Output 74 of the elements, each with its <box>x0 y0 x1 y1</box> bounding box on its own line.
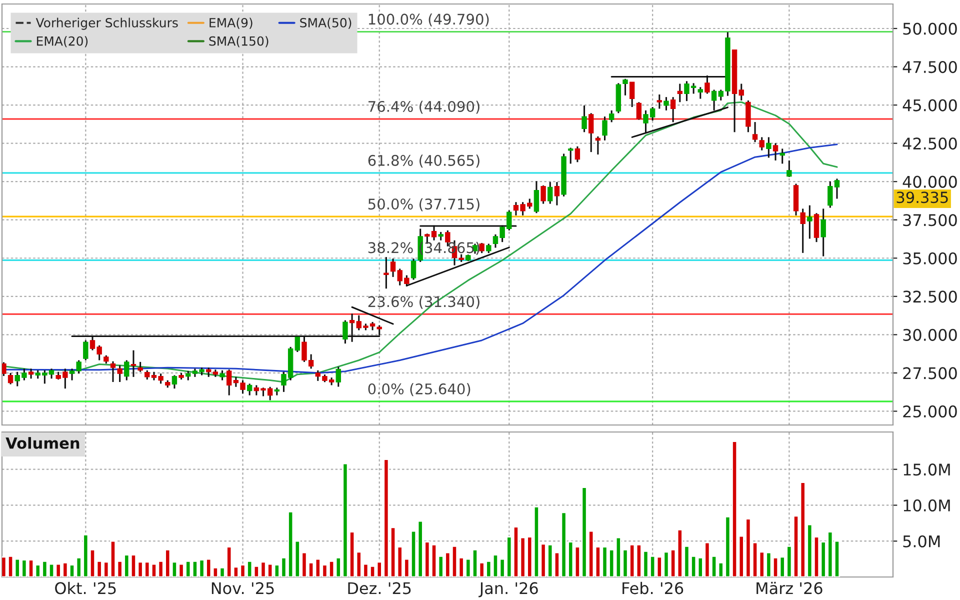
candlestick <box>786 160 792 178</box>
candlestick <box>698 86 703 100</box>
candlestick <box>608 110 614 123</box>
y-tick-label: 30.000 <box>903 328 957 341</box>
x-tick-label: Dez. '25 <box>348 582 411 594</box>
candlestick <box>582 104 587 133</box>
legend-label: SMA(150) <box>209 36 268 48</box>
candlestick <box>588 112 594 153</box>
candlestick <box>820 208 826 258</box>
legend-label: SMA(50) <box>300 18 352 29</box>
x-tick-label: Feb. '26 <box>622 582 684 594</box>
candlestick <box>479 242 484 254</box>
candlestick <box>384 256 389 290</box>
candlestick <box>636 101 642 120</box>
candlestick <box>766 136 772 158</box>
candlestick <box>759 136 764 152</box>
x-tick-label: Okt. '25 <box>55 582 116 594</box>
candlestick <box>83 340 88 362</box>
candlestick <box>540 184 546 205</box>
x-tick-label: März '26 <box>756 582 822 594</box>
y-tick-label: 45.000 <box>902 99 957 112</box>
x-tick-label: Jan. '26 <box>478 582 538 598</box>
y-tick-label: 42.500 <box>902 138 957 150</box>
candlestick <box>814 212 820 243</box>
chart-title: Volumen <box>6 437 80 449</box>
ref-line-label: 76.4% (44.090) <box>368 100 480 114</box>
candlestick <box>28 368 34 380</box>
y-tick-label: 15.0M <box>904 464 950 476</box>
candlestick <box>664 96 669 112</box>
candlestick <box>574 146 580 163</box>
candlestick <box>117 364 122 383</box>
candlestick <box>2 361 6 377</box>
candlestick <box>336 366 341 388</box>
y-tick-label: 40.000 <box>902 176 957 188</box>
candlestick <box>772 142 778 162</box>
y-tick-label: 32.500 <box>903 290 957 303</box>
candlestick <box>8 372 14 386</box>
ref-line-label: 0.0% (25.640) <box>368 383 470 396</box>
legend-label: EMA(9) <box>210 18 252 29</box>
text: 39.335 <box>896 192 948 204</box>
candlestick <box>534 180 540 214</box>
candlestick <box>629 81 635 108</box>
candlestick <box>752 121 758 143</box>
ref-line-label: 61.8% (40.565) <box>368 154 480 168</box>
y-tick-label: 47.500 <box>902 60 957 74</box>
candlestick <box>246 382 252 396</box>
candlestick <box>800 208 806 254</box>
legend-label: Vorheriger Schlusskurs <box>36 18 178 30</box>
ref-line-label: 100.0% (49.790) <box>368 13 489 26</box>
y-tick-label: 10.0M <box>904 499 950 512</box>
legend-label: EMA(20) <box>36 36 88 48</box>
y-tick-label: 5.0M <box>903 535 940 548</box>
candlestick <box>780 148 785 164</box>
y-tick-label: 27.500 <box>903 367 957 380</box>
y-tick-label: 35.000 <box>903 252 957 264</box>
candlestick <box>568 146 574 164</box>
candlestick <box>220 370 225 382</box>
y-tick-label: 37.500 <box>903 214 957 226</box>
candlestick <box>656 94 662 110</box>
candlestick <box>554 181 560 206</box>
ref-line-label: 50.0% (37.715) <box>368 198 480 212</box>
candlestick <box>172 374 178 390</box>
candlestick <box>410 258 416 280</box>
candlestick <box>602 116 608 142</box>
candlestick <box>124 359 130 382</box>
y-tick-label: 25.000 <box>903 405 957 418</box>
candlestick <box>138 361 143 373</box>
candlestick <box>677 82 682 103</box>
candlestick <box>548 181 553 205</box>
candlestick <box>807 204 812 240</box>
y-tick-label: 50.000 <box>903 22 957 35</box>
candlestick <box>110 360 116 383</box>
candlestick <box>130 350 136 378</box>
x-tick-label: Nov. '25 <box>212 582 274 594</box>
